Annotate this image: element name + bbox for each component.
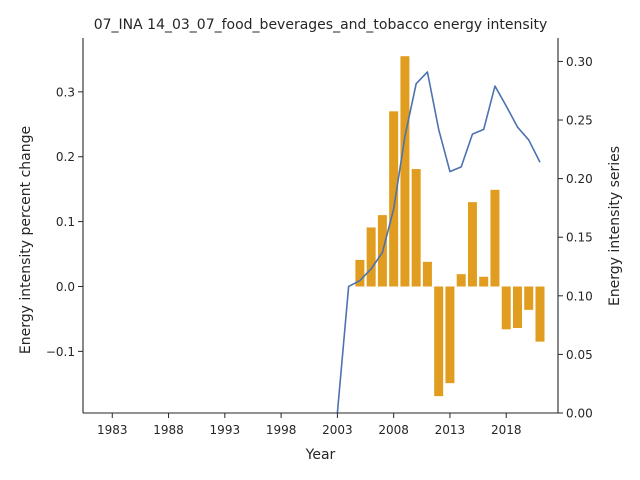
right-y-tick-label: 0.30: [566, 55, 593, 69]
bar: [501, 286, 511, 330]
left-y-tick-label: 0.1: [56, 215, 75, 229]
x-axis-label: Year: [305, 447, 336, 463]
x-tick-label: 2003: [322, 423, 353, 437]
right-y-axis-label: Energy intensity series: [607, 146, 623, 306]
x-tick-label: 1988: [153, 423, 184, 437]
bar: [411, 169, 421, 287]
bar: [389, 111, 399, 287]
right-y-tick-label: 0.00: [566, 407, 593, 421]
left-y-tick-label: 0.0: [56, 280, 75, 294]
bar: [434, 286, 444, 397]
bar: [467, 202, 477, 287]
left-y-tick-label: 0.2: [56, 150, 75, 164]
chart-title: 07_INA 14_03_07_food_beverages_and_tobac…: [94, 17, 548, 33]
right-y-tick-label: 0.05: [566, 348, 593, 362]
bar: [524, 286, 534, 310]
left-y-axis-ticks: −0.1 0.0 0.1 0.2 0.3: [46, 85, 83, 359]
bar: [366, 227, 376, 287]
left-y-tick-label: 0.3: [56, 85, 75, 99]
axes-frame: [82, 38, 559, 414]
right-y-tick-label: 0.10: [566, 289, 593, 303]
x-tick-label: 1983: [97, 423, 128, 437]
x-tick-label: 2013: [435, 423, 466, 437]
line-series: [336, 71, 541, 413]
bar: [456, 274, 466, 287]
bar: [355, 259, 365, 287]
right-y-tick-label: 0.15: [566, 231, 593, 245]
series-line: [336, 71, 541, 413]
right-y-tick-label: 0.25: [566, 114, 593, 128]
bar: [422, 261, 432, 287]
right-y-tick-label: 0.20: [566, 172, 593, 186]
x-tick-label: 1993: [210, 423, 241, 437]
x-tick-label: 2008: [378, 423, 409, 437]
x-tick-label: 1998: [266, 423, 297, 437]
bar: [490, 189, 500, 287]
right-y-axis-ticks: 0.00 0.05 0.10 0.15 0.20 0.25 0.30: [558, 55, 593, 421]
bar: [479, 276, 489, 287]
left-y-axis-label: Energy intensity percent change: [18, 126, 34, 354]
x-tick-label: 2018: [491, 423, 522, 437]
left-y-tick-label: −0.1: [46, 345, 75, 359]
bar: [400, 56, 410, 287]
bar: [512, 286, 522, 329]
bar: [535, 286, 545, 342]
x-axis-ticks: 1983 1988 1993 1998 2003 2008 2013 2018: [97, 413, 522, 437]
bar-series: [355, 56, 545, 397]
bar: [445, 286, 455, 384]
